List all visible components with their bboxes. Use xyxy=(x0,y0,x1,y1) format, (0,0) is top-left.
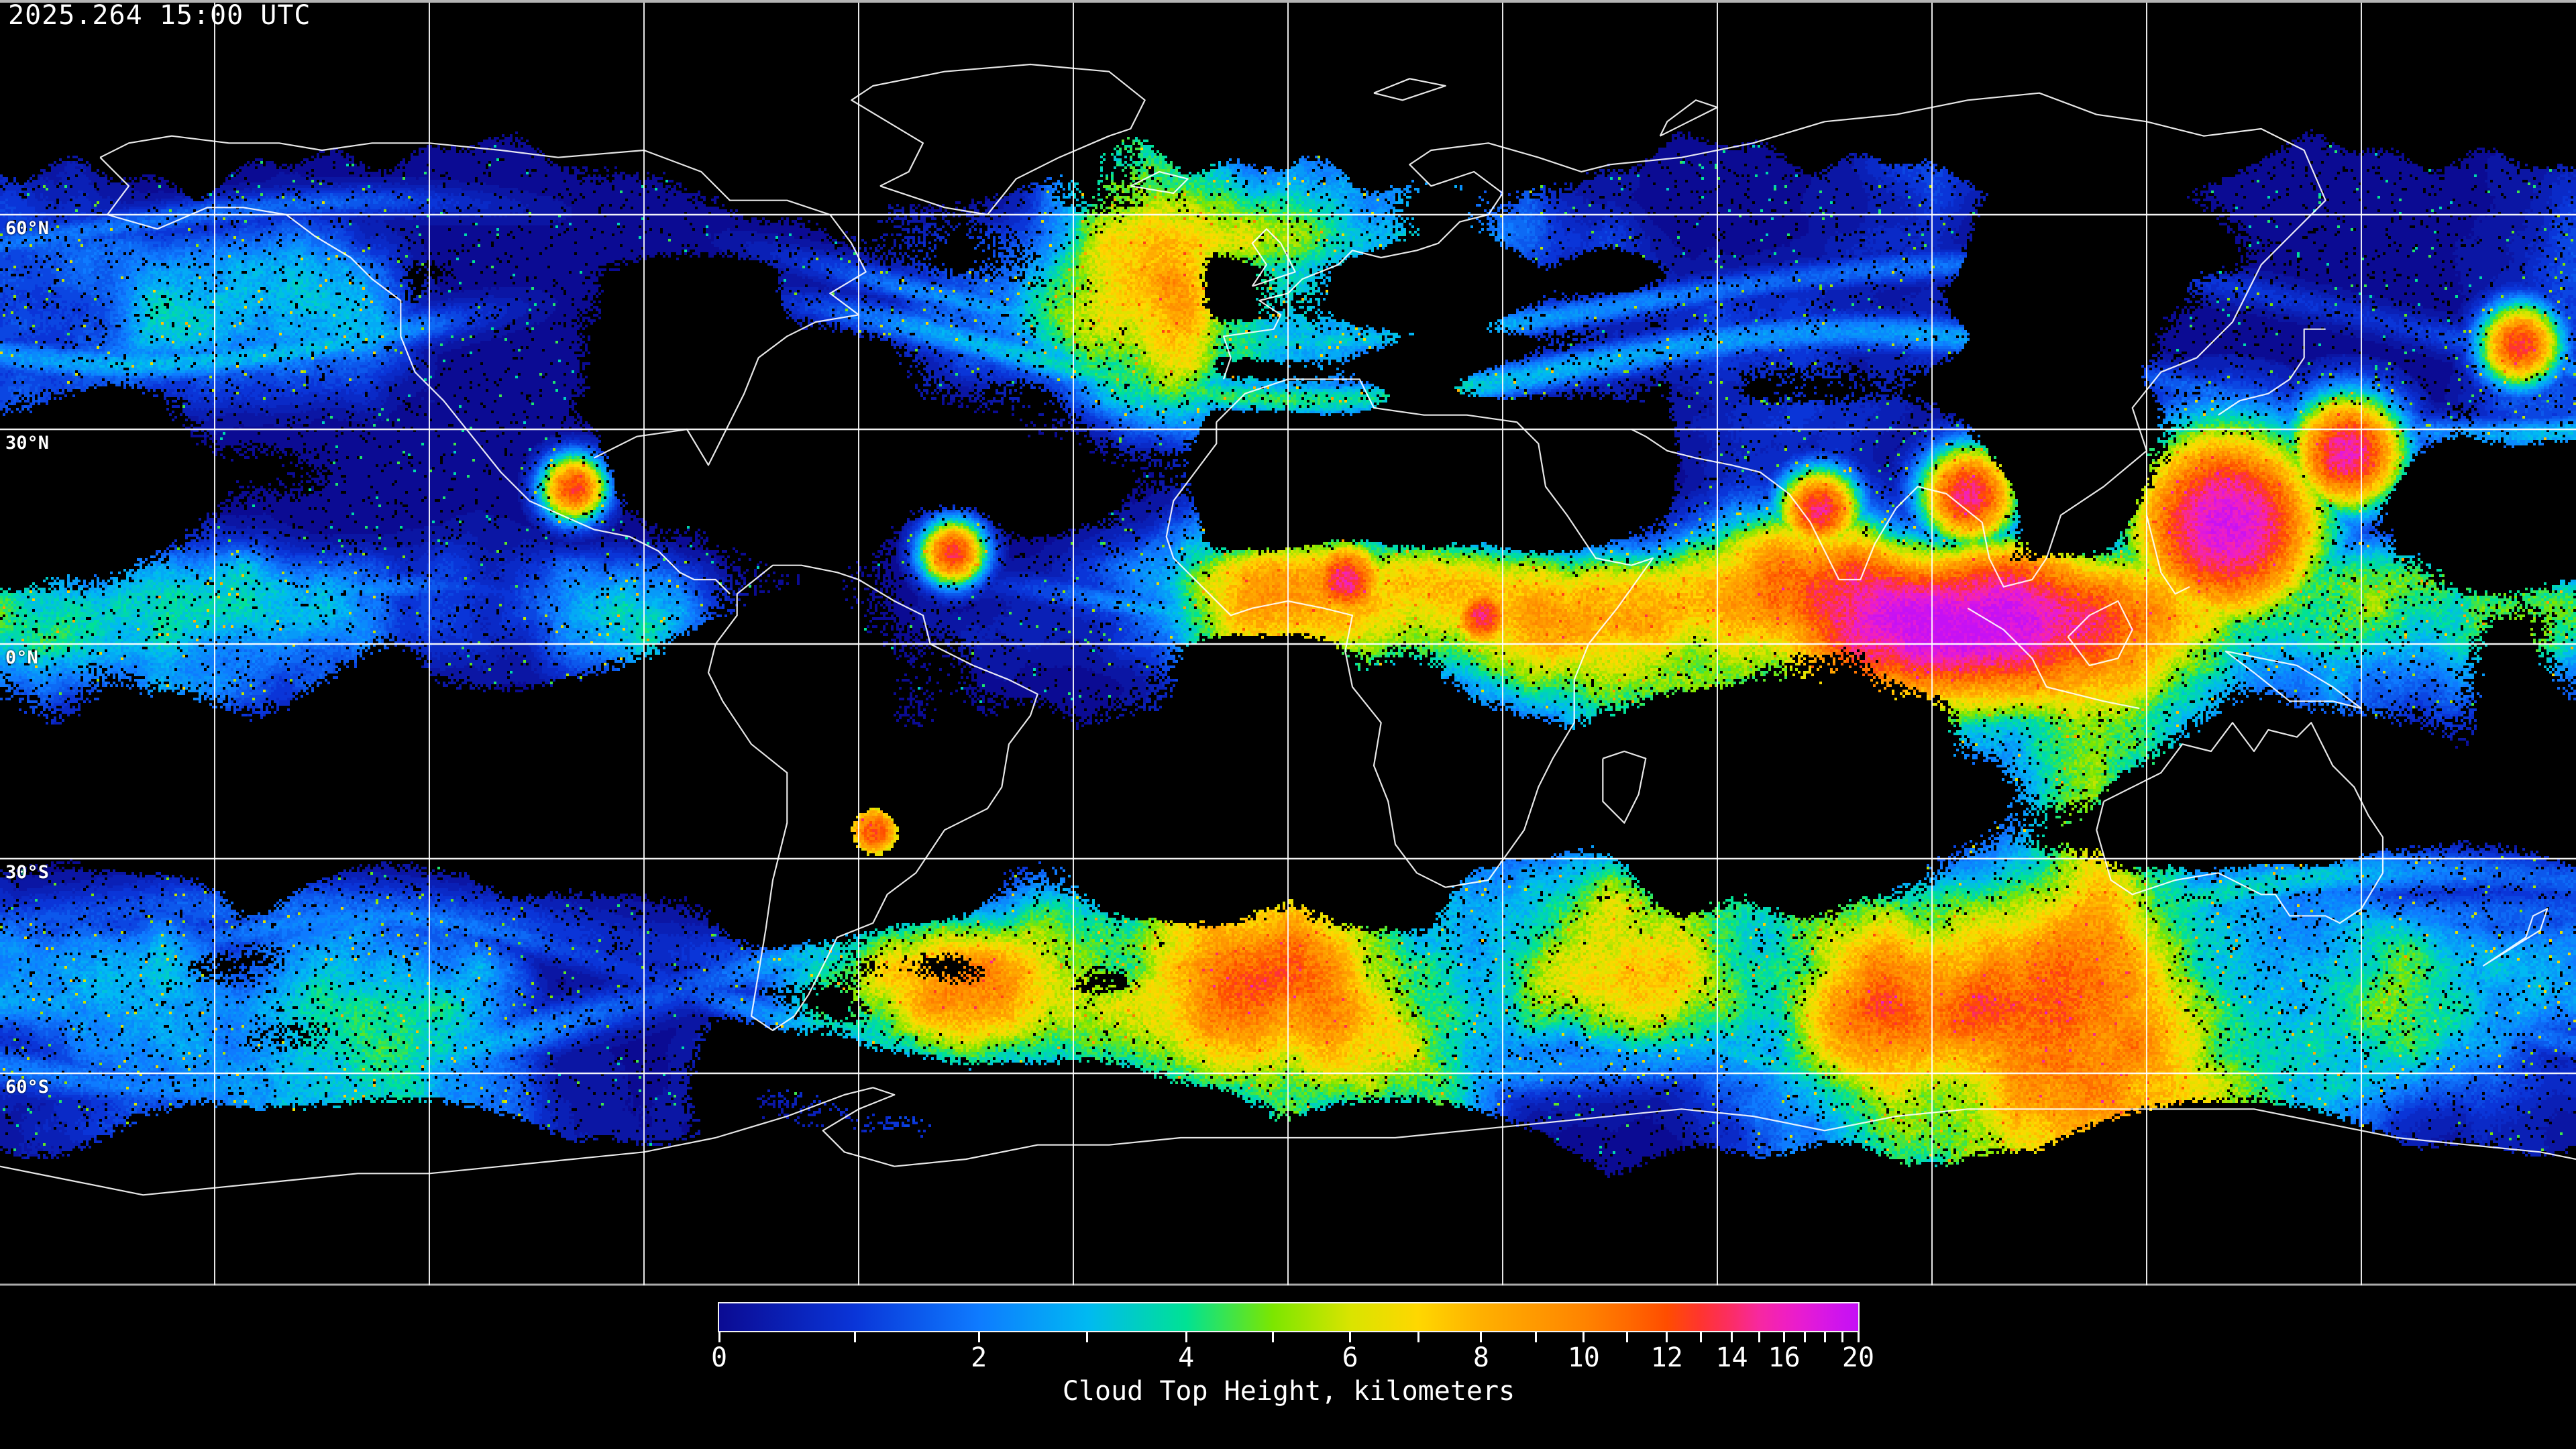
coastline xyxy=(1251,228,1296,287)
colorbar-tick-mark xyxy=(1480,1332,1483,1342)
colorbar-tick-label: 0 xyxy=(710,1342,728,1373)
coastline xyxy=(707,564,1038,1032)
lat-label: 60°N xyxy=(5,218,50,239)
graticule-coastlines-overlay xyxy=(0,0,2576,1286)
coastline xyxy=(1130,170,1189,195)
colorbar-tick-label: 8 xyxy=(1472,1342,1489,1373)
colorbar-tick-mark xyxy=(718,1332,720,1342)
colorbar-tick-label: 12 xyxy=(1650,1342,1683,1373)
colorbar-tick-mark xyxy=(1731,1332,1733,1342)
colorbar-tick-label: 14 xyxy=(1715,1342,1748,1373)
coastline xyxy=(99,135,867,466)
colorbar xyxy=(718,1302,1860,1332)
colorbar-tick-label: 20 xyxy=(1841,1342,1875,1373)
colorbar-tick-mark xyxy=(1534,1332,1537,1342)
coastline xyxy=(1609,92,2326,588)
colorbar-tick-mark xyxy=(1803,1332,1806,1342)
colorbar-tick-label: 16 xyxy=(1768,1342,1801,1373)
colorbar-tick-mark xyxy=(1666,1332,1668,1342)
timestamp: 2025.264 15:00 UTC xyxy=(8,0,311,31)
coastline xyxy=(1602,750,1647,824)
coastline xyxy=(2067,600,2133,667)
colorbar-tick-mark xyxy=(977,1332,980,1342)
coastline xyxy=(2224,650,2363,710)
world-map: 60°N 30°N 0°N 30°S 60°S 2025.264 15:00 UTC xyxy=(0,0,2576,1288)
colorbar-title: Cloud Top Height, kilometers xyxy=(1062,1376,1515,1407)
lat-label: 30°N xyxy=(5,433,50,453)
colorbar-tick-mark xyxy=(1582,1332,1585,1342)
coastline xyxy=(0,1087,2576,1196)
coastline xyxy=(2145,515,2190,595)
colorbar-tick-mark xyxy=(1349,1332,1352,1342)
colorbar-tick-mark xyxy=(1417,1332,1420,1342)
lat-label: 0°N xyxy=(5,647,38,668)
colorbar-tick-mark xyxy=(1758,1332,1760,1342)
colorbar-tick-mark xyxy=(1841,1332,1843,1342)
coastline xyxy=(1222,142,1611,380)
coastline xyxy=(1967,607,2140,710)
colorbar-tick-mark xyxy=(1625,1332,1628,1342)
colorbar-tick-mark xyxy=(1185,1332,1187,1342)
lat-label: 60°S xyxy=(5,1077,50,1097)
colorbar-tick-label: 10 xyxy=(1567,1342,1600,1373)
coastline xyxy=(2482,908,2548,967)
coastline xyxy=(1659,99,1719,137)
coastline xyxy=(99,156,731,595)
colorbar-tick-label: 4 xyxy=(1178,1342,1195,1373)
coastline xyxy=(1373,78,1446,101)
colorbar-tick-mark xyxy=(1700,1332,1703,1342)
colorbar-tick-mark xyxy=(1783,1332,1786,1342)
coastline xyxy=(2096,722,2384,924)
lat-label: 30°S xyxy=(5,862,50,883)
colorbar-tick-label: 6 xyxy=(1342,1342,1358,1373)
coastline xyxy=(2218,328,2326,416)
colorbar-tick-mark xyxy=(1824,1332,1827,1342)
colorbar-tick-mark xyxy=(853,1332,856,1342)
coastline xyxy=(1165,378,1654,888)
colorbar-tick-mark xyxy=(1857,1332,1860,1342)
colorbar-tick-mark xyxy=(1085,1332,1088,1342)
coastline xyxy=(851,63,1146,216)
colorbar-tick-label: 2 xyxy=(971,1342,987,1373)
colorbar-tick-mark xyxy=(1271,1332,1274,1342)
colorbar-gradient xyxy=(719,1303,1858,1331)
